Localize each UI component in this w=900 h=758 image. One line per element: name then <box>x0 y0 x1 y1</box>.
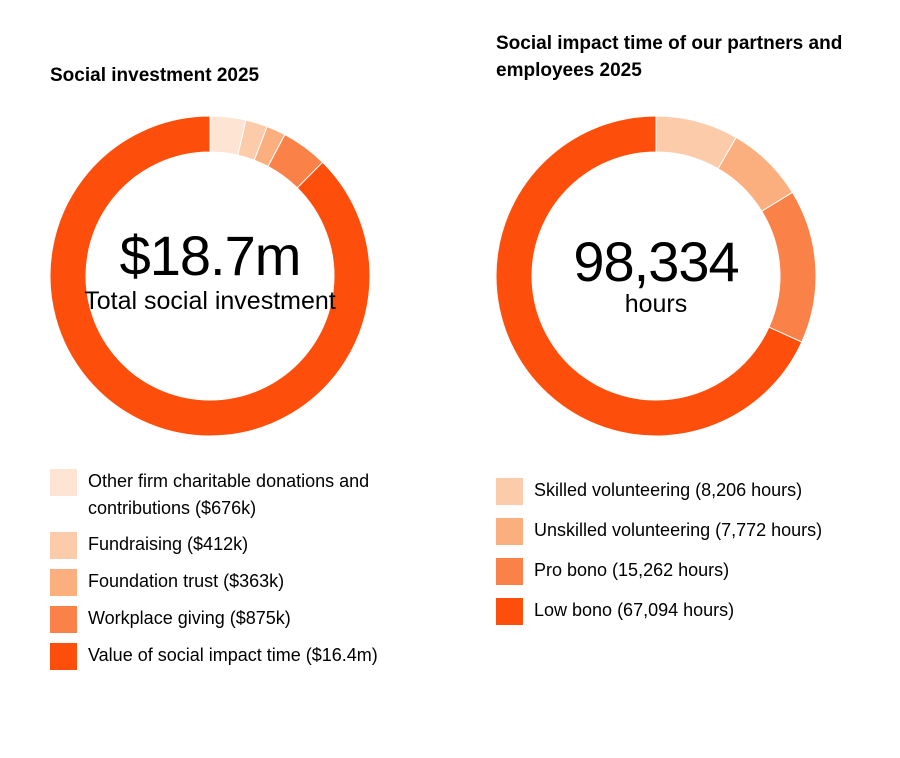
legend: Skilled volunteering (8,206 hours) Unski… <box>496 477 900 637</box>
social-impact-time-chart: Social impact time of our partners and e… <box>450 0 900 758</box>
total-label: Total social investment <box>84 287 336 315</box>
legend-swatch <box>496 518 523 545</box>
legend-label: Pro bono (15,262 hours) <box>534 560 730 580</box>
legend-swatch <box>50 569 77 596</box>
legend-label: Foundation trust ($363k) <box>88 571 285 591</box>
legend-swatch <box>50 469 77 496</box>
legend-swatch <box>50 606 77 633</box>
legend-label: Skilled volunteering (8,206 hours) <box>534 480 803 500</box>
legend-label: Low bono (67,094 hours) <box>534 600 735 620</box>
legend-label: Value of social impact time ($16.4m) <box>88 645 378 665</box>
legend-swatch <box>496 598 523 625</box>
total-value: 98,334 <box>573 230 739 293</box>
chart-title: Social investment 2025 <box>50 65 260 86</box>
total-value: $18.7m <box>119 224 302 287</box>
social-investment-chart: Social investment 2025 $18.7m Total soci… <box>0 0 440 758</box>
legend-swatch <box>50 532 77 559</box>
total-label: hours <box>624 290 688 318</box>
legend-swatch <box>496 478 523 505</box>
donut-slice-5 <box>50 116 370 436</box>
legend-label: Other firm charitable donations and cont… <box>88 471 370 518</box>
legend-item: Workplace giving ($875k) <box>50 605 430 633</box>
legend-item: Value of social impact time ($16.4m) <box>50 642 430 670</box>
legend-label: Unskilled volunteering (7,772 hours) <box>534 520 823 540</box>
legend-item: Low bono (67,094 hours) <box>496 597 900 625</box>
chart-title: Social impact time of our partners and e… <box>496 33 843 81</box>
donut-slice-4 <box>496 116 803 436</box>
legend-swatch <box>50 643 77 670</box>
legend-item: Other firm charitable donations and cont… <box>50 468 430 522</box>
legend-swatch <box>496 558 523 585</box>
legend: Other firm charitable donations and cont… <box>50 468 430 679</box>
legend-item: Foundation trust ($363k) <box>50 568 430 596</box>
legend-label: Workplace giving ($875k) <box>88 608 291 628</box>
legend-item: Fundraising ($412k) <box>50 531 430 559</box>
donut-chart <box>50 116 370 436</box>
legend-item: Unskilled volunteering (7,772 hours) <box>496 517 900 545</box>
legend-label: Fundraising ($412k) <box>88 534 249 554</box>
legend-item: Skilled volunteering (8,206 hours) <box>496 477 900 505</box>
donut-chart <box>496 116 816 436</box>
legend-item: Pro bono (15,262 hours) <box>496 557 900 585</box>
